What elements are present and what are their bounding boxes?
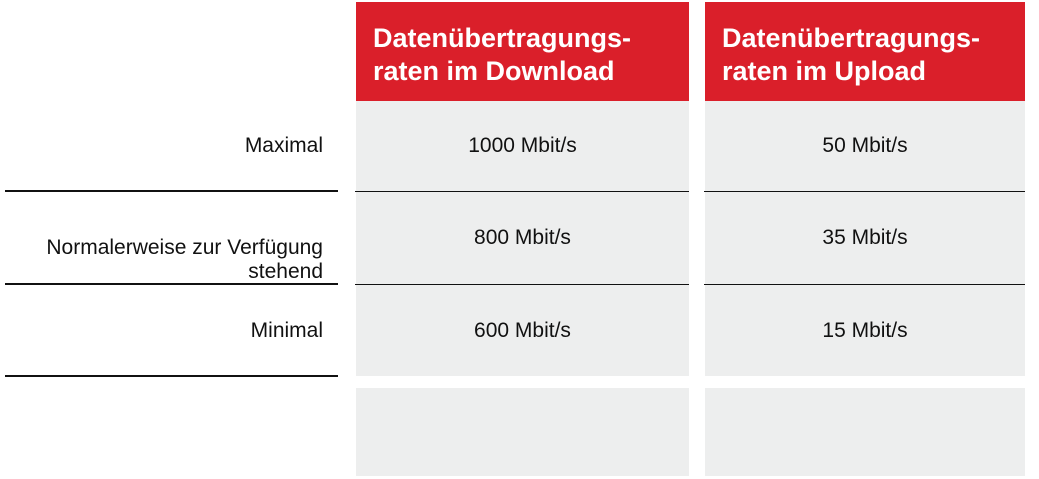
divider [355, 191, 689, 192]
row-label-normal-line2: stehend [248, 260, 323, 283]
download-empty [356, 388, 689, 476]
divider [704, 284, 1025, 285]
divider [704, 191, 1025, 192]
download-max: 1000 Mbit/s [356, 101, 689, 191]
download-min: 600 Mbit/s [356, 285, 689, 376]
row-label-minimal: Minimal [250, 318, 323, 342]
download-header-line2: raten im Download [373, 56, 615, 86]
row-label-normal: Normalerweise zur Verfügung stehend [5, 193, 323, 284]
upload-header-line2: raten im Upload [722, 56, 927, 86]
upload-normal: 35 Mbit/s [705, 192, 1025, 284]
divider [5, 283, 338, 285]
download-header-line1: Datenübertragungs- [373, 23, 632, 53]
download-normal: 800 Mbit/s [356, 192, 689, 284]
row-label-normal-line1: Normalerweise zur Verfügung [46, 236, 323, 259]
divider [355, 284, 689, 285]
upload-max: 50 Mbit/s [705, 101, 1025, 191]
upload-header-line1: Datenübertragungs- [722, 23, 981, 53]
download-header: Datenübertragungs-raten im Download [356, 2, 689, 101]
divider [5, 190, 338, 192]
upload-header: Datenübertragungs-raten im Upload [705, 2, 1025, 101]
row-label-maximal: Maximal [244, 134, 323, 157]
upload-empty [705, 388, 1025, 476]
divider [5, 375, 338, 377]
upload-min: 15 Mbit/s [705, 285, 1025, 376]
